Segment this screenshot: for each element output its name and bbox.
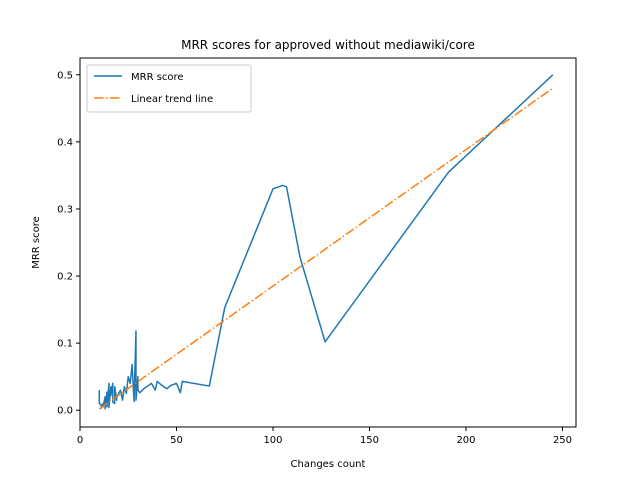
series-line-1 [98, 87, 554, 410]
plot-lines [98, 74, 554, 410]
plot-frame [79, 57, 577, 428]
chart-title: MRR scores for approved without mediawik… [181, 38, 475, 52]
x-tick-label: 200 [456, 435, 475, 446]
legend: MRR score Linear trend line [86, 64, 252, 113]
y-tick-label: 0.2 [57, 272, 73, 283]
series-line-0 [98, 74, 554, 410]
y-tick-label: 0.4 [57, 137, 73, 148]
y-axis: 0.0 0.1 0.2 0.3 0.4 0.5 [57, 70, 80, 417]
x-tick-label: 250 [553, 435, 572, 446]
x-tick-label: 150 [360, 435, 379, 446]
x-tick-label: 0 [77, 435, 83, 446]
y-axis-label: MRR score [31, 216, 42, 269]
legend-box [86, 64, 252, 113]
y-tick-label: 0.1 [57, 339, 73, 350]
y-tick-label: 0.0 [57, 406, 73, 417]
x-axis: 0 50 100 150 200 250 [77, 427, 572, 446]
legend-label-trend: Linear trend line [131, 94, 213, 105]
x-tick-label: 100 [263, 435, 282, 446]
x-axis-label: Changes count [291, 459, 366, 470]
y-tick-label: 0.5 [57, 70, 73, 81]
legend-label-mrr-score: MRR score [131, 72, 184, 83]
x-tick-label: 50 [170, 435, 183, 446]
y-tick-label: 0.3 [57, 204, 73, 215]
